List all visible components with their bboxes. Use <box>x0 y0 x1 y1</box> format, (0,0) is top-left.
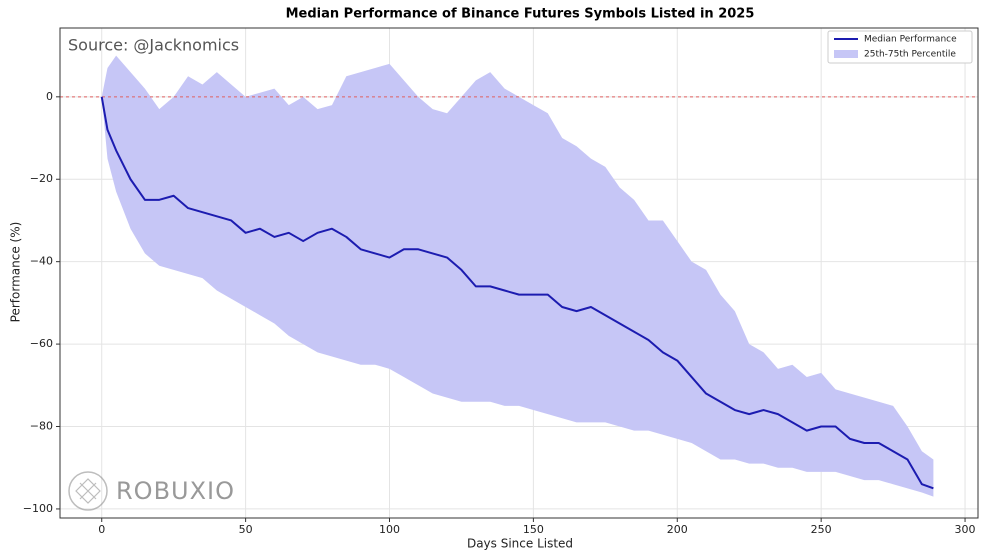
plot-frame <box>59 27 979 519</box>
source-annotation: Source: @Jacknomics <box>68 36 239 55</box>
x-tick-label: 200 <box>667 523 688 536</box>
legend-swatch <box>834 50 858 58</box>
legend-label: Median Performance <box>864 35 957 45</box>
y-tick-label: −60 <box>30 337 53 350</box>
chart-title: Median Performance of Binance Futures Sy… <box>286 7 755 22</box>
legend: Median Performance 25th-75th Percentile <box>827 30 973 64</box>
legend-box <box>827 30 973 64</box>
plot <box>60 28 978 518</box>
y-axis-label: Performance (%) <box>9 222 23 323</box>
y-tick-label: −20 <box>30 172 53 185</box>
x-tick-label: 150 <box>523 523 544 536</box>
watermark-logo <box>68 471 108 511</box>
y-tick-label: 0 <box>46 90 53 103</box>
y-tick-label: −100 <box>23 502 53 515</box>
x-tick-label: 50 <box>239 523 253 536</box>
x-tick-label: 250 <box>811 523 832 536</box>
x-tick-label: 100 <box>379 523 400 536</box>
y-tick-label: −80 <box>30 420 53 433</box>
x-tick-label: 0 <box>98 523 105 536</box>
x-axis-label: Days Since Listed <box>467 537 573 551</box>
median-line <box>100 96 934 490</box>
x-tick-label: 300 <box>955 523 976 536</box>
watermark: ROBUXIO <box>116 477 235 505</box>
legend-label: 25th-75th Percentile <box>864 50 956 60</box>
y-tick-label: −40 <box>30 255 53 268</box>
percentile-band <box>101 55 934 497</box>
